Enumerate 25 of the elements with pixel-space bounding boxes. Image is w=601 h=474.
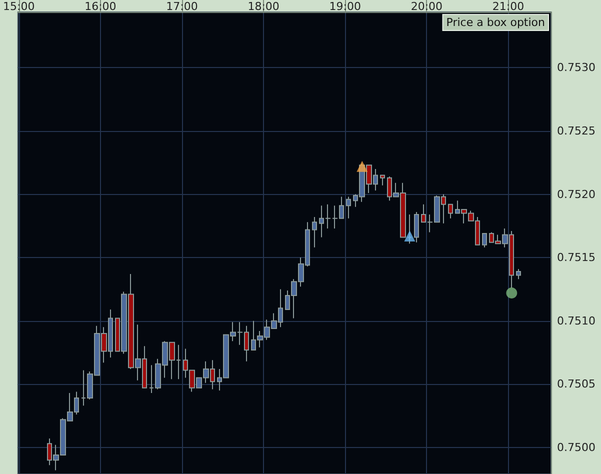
y-tick-label: 0.7515 — [557, 251, 596, 264]
candlestick — [482, 233, 487, 248]
candlestick — [346, 196, 351, 219]
x-tick-label: 19:00 — [329, 0, 361, 13]
candlestick — [312, 216, 317, 248]
y-tick-label: 0.7525 — [557, 124, 596, 138]
x-tick-label: 16:00 — [84, 0, 116, 13]
annotation: Price a box option — [446, 16, 546, 29]
y-tick-label: 0.7505 — [557, 378, 596, 391]
point — [404, 230, 416, 242]
y-tick-label: 0.7500 — [557, 440, 596, 454]
x-tick-label: 18:00 — [248, 0, 280, 13]
x-tick-label: 21:00 — [492, 0, 524, 13]
x-tick-label: 15:00 — [3, 0, 35, 13]
y-tick-label: 0.7520 — [557, 188, 596, 201]
y-tick-label: 0.7510 — [557, 314, 596, 328]
y-tick-label: 0.7530 — [557, 61, 596, 74]
candlestick — [448, 204, 453, 219]
point — [506, 288, 518, 298]
point — [356, 160, 368, 172]
candlestick — [380, 174, 385, 186]
candlestick — [516, 268, 521, 280]
x-tick-label: 20:00 — [410, 0, 443, 13]
candlestick — [414, 211, 419, 243]
x-tick-label: 17:00 — [166, 0, 198, 13]
